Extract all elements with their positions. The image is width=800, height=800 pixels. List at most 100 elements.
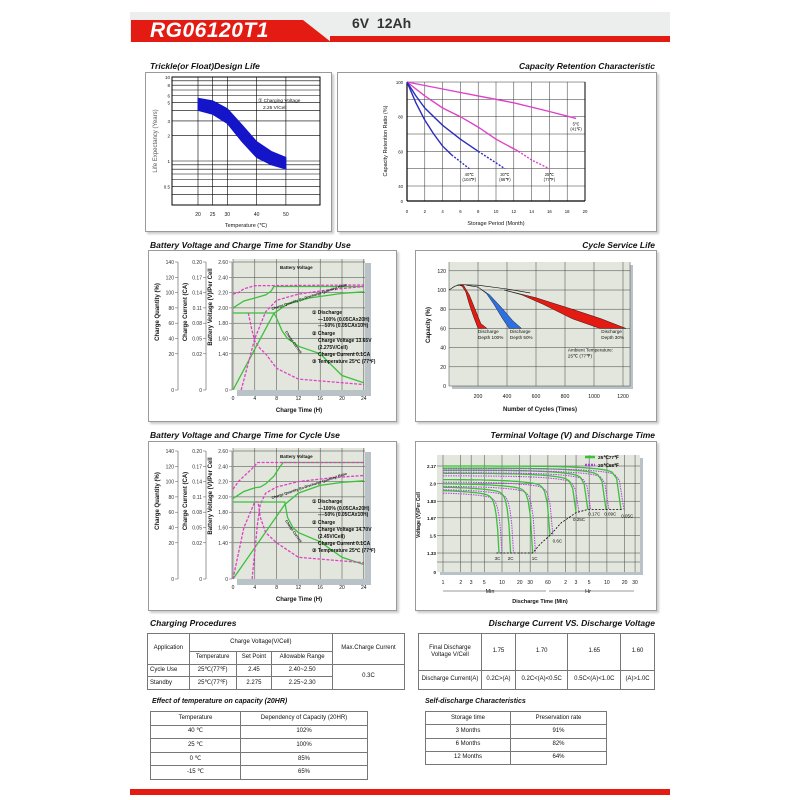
x-tick-label: 8: [477, 209, 480, 214]
discharge-curve-25c-0.17C: [443, 469, 589, 510]
table-row: -15 ℃ 65%: [150, 765, 368, 780]
curve-label: 25℃: [545, 172, 555, 177]
y-tick-label: 0: [443, 384, 446, 390]
footer-red-line: [130, 789, 670, 795]
x-tick-label: 12: [511, 209, 516, 214]
cell-capacity: 100%: [240, 738, 368, 753]
y-tick-label-current: 0.14: [192, 291, 202, 297]
y-tick-label-quantity: 20: [168, 352, 174, 358]
x-tick-label: 8: [275, 585, 278, 591]
y-axis-label-current: Charge Current (CA): [183, 472, 189, 530]
y-axis-label: Life Expectancy (Years): [153, 109, 159, 172]
y-tick-label-voltage: 1.40: [218, 352, 228, 358]
retention-curve-3: [406, 81, 452, 156]
cell-voltage: 1.65: [567, 633, 622, 671]
x-tick-label: 0: [232, 396, 235, 402]
charge-curve-5: [232, 501, 364, 580]
cell-application: Cycle Use: [147, 663, 190, 678]
model-number: RG06120T1: [150, 19, 269, 42]
x-tick-label: 14: [529, 209, 534, 214]
y-tick-label-quantity: 140: [166, 260, 175, 266]
rate-label: 1C: [532, 556, 539, 561]
discharge-curve-25c-0.25C: [443, 472, 577, 513]
x-tick-label: 12: [296, 585, 302, 591]
x-tick-label: 2: [459, 580, 462, 586]
x-axis-label: Charge Time (H): [276, 408, 322, 414]
y-tick-label: 2.17: [427, 464, 436, 469]
capacity-outline: [448, 284, 531, 294]
y-tick-label-voltage: 1.60: [218, 526, 228, 532]
y-tick-label: 40: [398, 184, 403, 189]
cell-capacity: 102%: [240, 724, 368, 740]
x-tick-label: 10: [604, 580, 610, 586]
y-tick-label-quantity: 100: [166, 480, 175, 486]
y-axis-label-quantity: Charge Quantity (%): [155, 283, 161, 341]
curve-label: 5℃: [573, 122, 580, 127]
x-axis-label: Temperature (℃): [225, 223, 267, 229]
y-tick-label-voltage: 1.80: [218, 321, 228, 327]
cell-capacity: 65%: [240, 765, 368, 780]
note-text: (2.275V/Cell): [318, 345, 348, 351]
x-axis-label: Storage Period (Month): [467, 221, 524, 227]
y-tick-label: 100: [437, 288, 446, 294]
x-tick-label: 18: [565, 209, 570, 214]
y-tick-label: 2.0: [430, 482, 437, 487]
rate-label: 0.17C: [588, 512, 601, 517]
th-max-current: Max.Charge Current: [331, 633, 406, 665]
x-tick-label: 24: [361, 396, 367, 402]
curve-label: (104℉): [462, 177, 476, 182]
table-row: 12 Months 64%: [425, 750, 607, 766]
y-tick-label-voltage: 2.60: [218, 260, 228, 266]
y-tick-label-current: 0.05: [192, 526, 202, 532]
charge-curve-1: [232, 461, 364, 490]
cell-current: 0.2C<(A)<0.5C: [514, 669, 569, 690]
x-tick-label: 10: [494, 209, 499, 214]
charge-curve-4: [233, 501, 365, 566]
discharge-curve-20c-0.05C: [443, 468, 625, 510]
x-tick-label: 3: [575, 580, 578, 586]
header-red-line: [330, 36, 670, 42]
band-label: Depth 100%: [478, 335, 503, 340]
x-tick-label: 16: [547, 209, 552, 214]
y-tick-label-voltage: 1.60: [218, 337, 228, 343]
retention-curve-2: [406, 81, 479, 152]
retention-curve-0: [406, 81, 577, 120]
cell-voltage: 1.70: [514, 633, 569, 671]
y-tick-label-current: 0: [199, 577, 202, 583]
y-tick-label-voltage: 0: [225, 388, 228, 394]
table-row: Cycle Use 25℃(77℉) 2.45 2.40~2.50 0.3C: [147, 663, 406, 691]
discharge-curve-20c-0.6C: [443, 481, 554, 536]
discharge-curve-20c-0.17C: [443, 472, 592, 510]
th-application: Application: [147, 633, 190, 665]
y-tick-label-voltage: 2.40: [218, 464, 228, 470]
curve-label: (41℉): [570, 127, 582, 132]
y-tick-label: 5: [167, 100, 170, 105]
unit-label-hr: Hr: [585, 589, 591, 595]
x-tick-label: 0: [406, 209, 409, 214]
cell-rate: 82%: [510, 737, 607, 752]
x-tick-label: 12: [296, 396, 302, 402]
cell-temperature: 25℃(77℉): [188, 676, 237, 690]
depth-band-0: [457, 284, 488, 329]
band-label: Depth 30%: [601, 335, 624, 340]
x-tick-label: 800: [561, 394, 570, 400]
y-tick-label: 40: [440, 346, 446, 352]
y-tick-label: 0: [433, 570, 436, 575]
x-tick-label: 200: [474, 394, 483, 400]
note-text: (2.45V/Cell): [318, 534, 345, 540]
curve-label-voltage: Battery Voltage: [280, 454, 313, 459]
curve-label-voltage: Battery Voltage: [280, 265, 313, 270]
y-tick-label: 3: [167, 119, 170, 124]
y-axis-label: Voltage (V)/Per Cell: [416, 492, 422, 538]
y-tick-label-quantity: 120: [166, 275, 175, 281]
charge-curve-3: [240, 285, 364, 391]
curve-label: (77℉): [544, 177, 556, 182]
th-charge-voltage: Charge Voltage(V/Cell): [188, 633, 333, 652]
y-tick-label-voltage: 1.40: [218, 541, 228, 547]
y-tick-label-quantity: 100: [166, 291, 175, 297]
x-tick-label: 5: [483, 580, 486, 586]
y-tick-label-current: 0.20: [192, 260, 202, 266]
chart-title-standby: Battery Voltage and Charge Time for Stan…: [150, 240, 351, 250]
table-row: 0 ℃ 85%: [150, 751, 368, 767]
note-text: —100% (0.05CAx20H): [318, 317, 370, 323]
